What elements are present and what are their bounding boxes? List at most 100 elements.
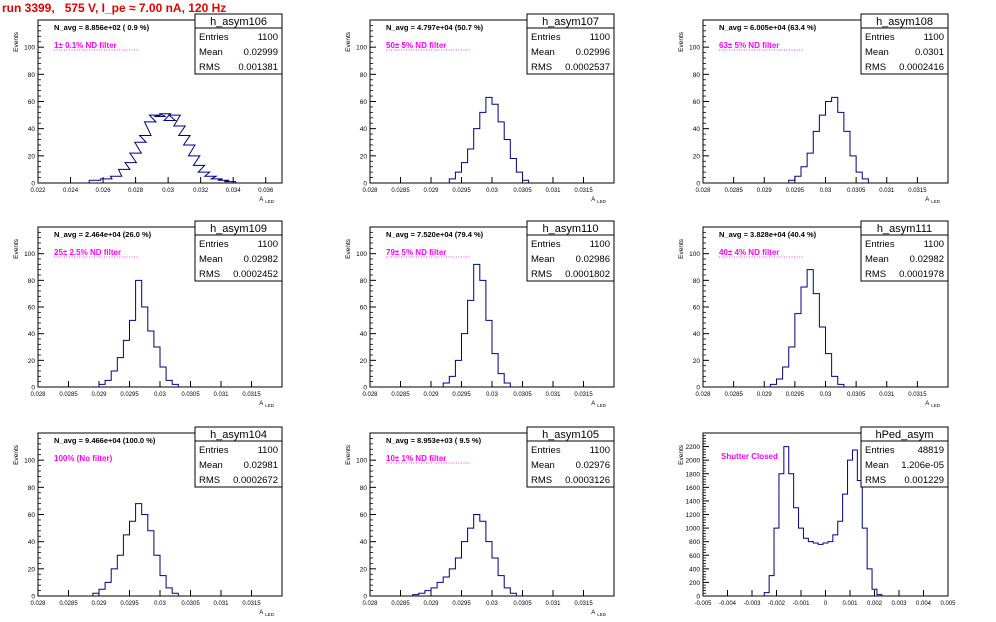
x-tick-label: 0.0315 (908, 188, 927, 194)
y-tick-label: 100 (356, 45, 367, 52)
stats-title: h_asym110 (542, 223, 598, 235)
stats-value: 48819 (918, 445, 944, 456)
y-axis-label: Events (345, 444, 352, 465)
x-tick-label: 0.0315 (574, 188, 593, 194)
x-tick-label: 0.0295 (120, 392, 139, 398)
x-tick-label: 0.03 (820, 188, 832, 194)
y-tick-label: 100 (689, 45, 700, 52)
histogram-series-line (788, 96, 869, 183)
y-tick-label: 20 (360, 566, 368, 573)
x-axis-label-subscript: LED (597, 612, 607, 617)
x-tick-label: 0.0305 (847, 188, 866, 194)
stats-label: Entries (531, 239, 561, 250)
x-tick-label: 0.0285 (391, 392, 410, 398)
x-tick-label: 0.029 (423, 601, 439, 607)
stats-value: 1100 (258, 32, 278, 43)
stats-label: Mean (865, 254, 889, 265)
x-tick-label: 0.036 (258, 188, 274, 194)
x-tick-label: 0.028 (128, 188, 144, 194)
x-tick-label: 0.0305 (513, 601, 532, 607)
y-tick-label: 60 (28, 305, 36, 312)
histogram-series-line (448, 96, 530, 183)
stats-label: Mean (199, 47, 223, 58)
stats-value: 1.206e-05 (901, 460, 944, 471)
y-tick-label: 0 (696, 594, 700, 601)
y-axis-label: Events (345, 31, 352, 52)
stats-label: RMS (531, 475, 552, 486)
y-tick-label: 80 (360, 72, 368, 79)
x-tick-label: 0.0305 (513, 392, 532, 398)
x-tick-label: 0.022 (30, 188, 46, 194)
stats-box (194, 220, 283, 282)
y-tick-label: 2000 (686, 458, 701, 465)
x-axis-label: A LED (591, 401, 607, 408)
y-tick-label: 40 (360, 331, 368, 338)
histogram-series-line (92, 503, 179, 596)
filter-label: 1± 0.1% ND filter (54, 41, 117, 50)
stats-label: RMS (199, 62, 220, 73)
x-tick-label: 0.028 (695, 392, 711, 398)
x-tick-label: 0.002 (867, 601, 883, 607)
stats-value: 0.0002416 (899, 62, 944, 73)
x-tick-label: 0.0285 (391, 601, 410, 607)
stats-value: 0.02996 (576, 47, 610, 58)
stats-value: 0.02981 (244, 460, 278, 471)
y-tick-label: 60 (693, 99, 701, 106)
stats-label: RMS (865, 269, 886, 280)
stats-label: Mean (199, 254, 223, 265)
stats-title: hPed_asym (875, 429, 933, 441)
x-tick-label: 0.028 (362, 392, 378, 398)
x-tick-label: 0 (824, 601, 828, 607)
y-axis-label: Events (13, 31, 20, 52)
x-tick-label: 0.03 (486, 188, 498, 194)
n-avg-label: N_avg = 6.005e+04 (63.4 %) (719, 23, 817, 32)
x-tick-label: 0.029 (757, 188, 773, 194)
y-tick-label: 60 (28, 99, 36, 106)
n-avg-label: N_avg = 9.466e+04 (100.0 %) (54, 436, 156, 445)
filter-label: 10± 1% ND filter (386, 454, 446, 463)
x-tick-label: 0.03 (154, 601, 166, 607)
stats-value: 1100 (590, 32, 610, 43)
x-tick-label: 0.032 (193, 188, 209, 194)
x-tick-label: 0.029 (423, 392, 439, 398)
y-tick-label: 600 (689, 553, 700, 560)
y-tick-label: 1200 (686, 512, 701, 519)
x-tick-label: 0.005 (940, 601, 956, 607)
x-tick-label: -0.004 (719, 601, 737, 607)
x-tick-label: 0.031 (213, 392, 229, 398)
x-tick-label: 0.0305 (847, 392, 866, 398)
y-tick-label: 1800 (686, 471, 701, 478)
x-tick-label: 0.0285 (59, 601, 78, 607)
histogram-panel-h_asym105: 0 20 40 60 80 100 0.028 0.0285 0.029 0.0295 0.03 0.… (345, 426, 615, 617)
y-tick-label: 0 (31, 385, 35, 392)
stats-value: 0.02986 (576, 254, 610, 265)
stats-label: Entries (199, 445, 229, 456)
filter-label: 100% (No filter) (54, 454, 113, 463)
y-axis-label: Events (13, 444, 20, 465)
stats-value: 1100 (590, 445, 610, 456)
y-tick-label: 1400 (686, 498, 701, 505)
y-axis-label: Events (678, 31, 685, 52)
x-axis-label: A LED (925, 197, 941, 204)
stats-label: Entries (865, 32, 895, 43)
filter-label: Shutter Closed (721, 452, 778, 461)
histogram-panel-h_asym106: 0 20 40 60 80 100 0.022 0.024 0.026 0.028 0.03 0.03… (13, 13, 283, 204)
y-tick-label: 0 (31, 594, 35, 601)
stats-value: 1100 (590, 239, 610, 250)
histogram-panel-hPed_asym: 0 200 400 600 800 1000 1200 1400 1600 1800 2000 220… (678, 426, 956, 607)
y-axis-label: Events (13, 238, 20, 259)
y-tick-label: 40 (28, 126, 36, 133)
y-tick-label: 80 (28, 278, 36, 285)
stats-value: 0.001229 (904, 475, 944, 486)
y-tick-label: 1600 (686, 485, 701, 492)
x-axis-label-subscript: LED (931, 199, 941, 204)
y-tick-label: 40 (693, 126, 701, 133)
x-tick-label: -0.002 (768, 601, 786, 607)
x-tick-label: 0.029 (91, 392, 107, 398)
n-avg-label: N_avg = 8.856e+02 ( 0.9 %) (54, 23, 150, 32)
filter-label: 50± 5% ND filter (386, 41, 446, 50)
x-tick-label: 0.0295 (452, 392, 471, 398)
stats-box (860, 426, 949, 488)
x-tick-label: 0.003 (891, 601, 907, 607)
y-tick-label: 60 (360, 305, 368, 312)
